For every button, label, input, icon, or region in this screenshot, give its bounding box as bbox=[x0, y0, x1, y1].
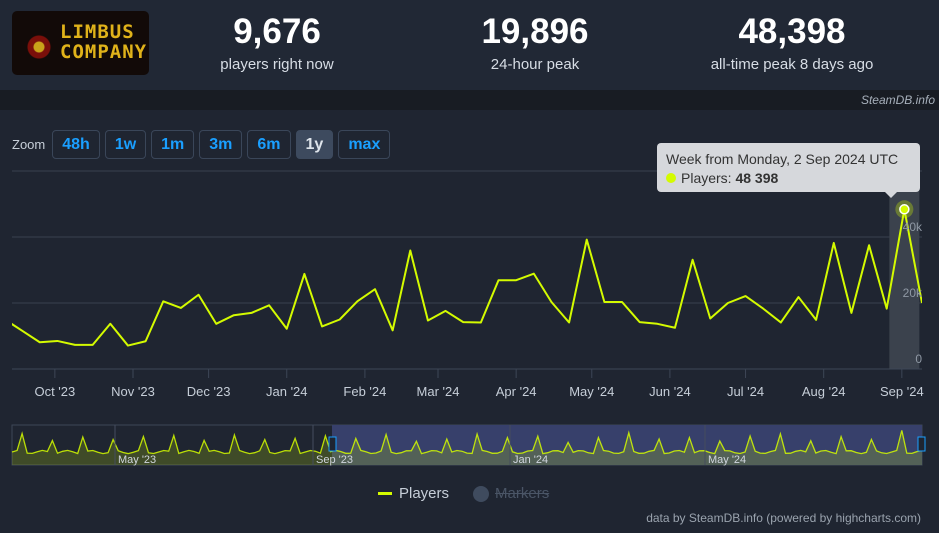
zoom-1w-button[interactable]: 1w bbox=[104, 130, 147, 159]
stat-all-time-peak: 48,398 all-time peak 8 days ago bbox=[672, 12, 912, 73]
players-series-line bbox=[12, 208, 922, 347]
x-tick-label: Jan '24 bbox=[266, 384, 308, 399]
highlighted-point bbox=[899, 204, 910, 215]
x-tick-label: Feb '24 bbox=[343, 384, 386, 399]
zoom-label: Zoom bbox=[12, 137, 46, 152]
source-band: SteamDB.info bbox=[0, 90, 939, 110]
zoom-3m-button[interactable]: 3m bbox=[199, 130, 243, 159]
stat-value: 9,676 bbox=[233, 12, 321, 51]
credit: data by SteamDB.info (powered by highcha… bbox=[646, 511, 921, 525]
navigator-label: Jan '24 bbox=[513, 454, 548, 466]
x-tick-label: Oct '23 bbox=[34, 384, 75, 399]
game-logo: LIMBUS COMPANY bbox=[12, 11, 149, 75]
legend-players[interactable]: Players bbox=[399, 485, 450, 502]
x-tick-label: Apr '24 bbox=[496, 384, 537, 399]
x-tick-label: Mar '24 bbox=[417, 384, 460, 399]
zoom-1y-button[interactable]: 1y bbox=[295, 130, 334, 159]
x-tick-label: Sep '24 bbox=[880, 384, 924, 399]
zoom-6m-button[interactable]: 6m bbox=[247, 130, 291, 159]
legend-markers[interactable]: Markers bbox=[495, 485, 550, 502]
y-tick-label: 40k bbox=[903, 220, 923, 234]
y-tick-label: 0 bbox=[915, 352, 922, 366]
series-dot-icon bbox=[666, 173, 676, 183]
zoom-1m-button[interactable]: 1m bbox=[151, 130, 195, 159]
stat-current-players: 9,676 players right now bbox=[157, 12, 397, 73]
tooltip-value: 48 398 bbox=[735, 170, 779, 186]
navigator-label: May '24 bbox=[708, 454, 746, 466]
markers-dot-icon bbox=[473, 485, 490, 502]
stat-24h-peak: 19,896 24-hour peak bbox=[415, 12, 655, 73]
stat-value: 19,896 bbox=[481, 12, 589, 51]
stat-label: all-time peak 8 days ago bbox=[710, 56, 874, 73]
players-line-icon bbox=[378, 492, 392, 495]
stat-value: 48,398 bbox=[738, 12, 846, 51]
navigator-series-line bbox=[11, 430, 923, 455]
navigator-label: May '23 bbox=[118, 454, 156, 466]
x-tick-label: Nov '23 bbox=[111, 384, 155, 399]
zoom-controls: Zoom 48h 1w 1m 3m 6m 1y max bbox=[12, 130, 391, 159]
navigator-handle[interactable] bbox=[917, 436, 926, 452]
zoom-max-button[interactable]: max bbox=[338, 130, 391, 159]
tooltip: Week from Monday, 2 Sep 2024 UTC Players… bbox=[657, 143, 920, 198]
stat-label: 24-hour peak bbox=[490, 56, 580, 73]
x-tick-label: Aug '24 bbox=[802, 384, 846, 399]
header: LIMBUS COMPANY 9,676 players right now 19… bbox=[0, 0, 939, 90]
y-tick-label: 20k bbox=[903, 286, 923, 300]
navigator-label: Sep '23 bbox=[316, 454, 353, 466]
legend: Players Markers bbox=[378, 485, 549, 502]
zoom-48h-button[interactable]: 48h bbox=[52, 130, 100, 159]
x-tick-label: Dec '23 bbox=[187, 384, 231, 399]
x-tick-label: May '24 bbox=[569, 384, 614, 399]
tooltip-title: Week from Monday, 2 Sep 2024 UTC bbox=[666, 151, 899, 167]
navigator-handle[interactable] bbox=[328, 436, 337, 452]
x-tick-label: Jun '24 bbox=[649, 384, 691, 399]
navigator-selection bbox=[332, 425, 922, 465]
stat-label: players right now bbox=[220, 56, 334, 73]
logo-emblem-icon bbox=[26, 25, 52, 65]
source-link[interactable]: SteamDB.info bbox=[860, 93, 935, 107]
tooltip-series: Players: bbox=[681, 170, 732, 186]
x-tick-label: Jul '24 bbox=[727, 384, 764, 399]
navigator-area bbox=[12, 430, 922, 465]
